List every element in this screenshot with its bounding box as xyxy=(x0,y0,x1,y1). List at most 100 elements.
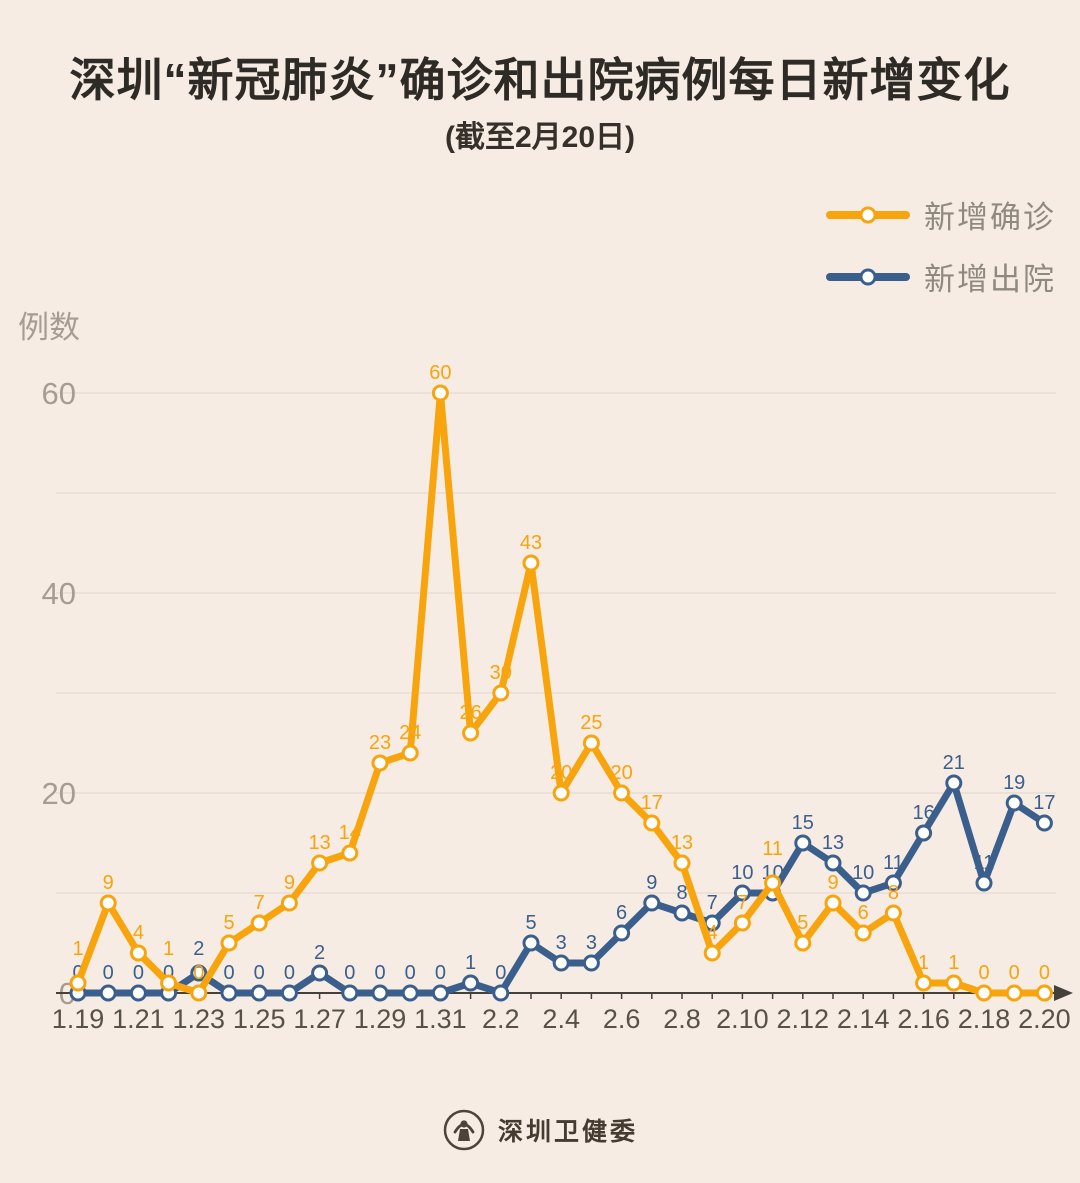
discharged-point-marker xyxy=(462,974,480,992)
discharged-point-marker xyxy=(552,954,570,972)
svg-text:0: 0 xyxy=(1039,962,1050,984)
svg-text:0: 0 xyxy=(193,962,204,984)
svg-text:1.29: 1.29 xyxy=(354,1004,407,1034)
discharged-point-marker xyxy=(613,924,631,942)
svg-text:10: 10 xyxy=(731,862,753,884)
svg-text:19: 19 xyxy=(1003,772,1025,794)
svg-text:8: 8 xyxy=(888,882,899,904)
svg-text:5: 5 xyxy=(525,912,536,934)
svg-text:17: 17 xyxy=(1033,792,1055,814)
confirmed-point-marker xyxy=(190,984,208,1002)
confirmed-point-marker xyxy=(492,684,510,702)
svg-text:9: 9 xyxy=(284,872,295,894)
svg-text:17: 17 xyxy=(641,792,663,814)
svg-text:60: 60 xyxy=(429,362,451,384)
svg-text:30: 30 xyxy=(490,662,512,684)
svg-text:0: 0 xyxy=(374,962,385,984)
confirmed-point-marker xyxy=(431,384,449,402)
svg-text:43: 43 xyxy=(520,532,542,554)
legend-label-confirmed: 新增确诊 xyxy=(924,200,1056,235)
discharged-point-marker xyxy=(129,984,147,1002)
confirmed-point-marker xyxy=(854,924,872,942)
svg-text:2.2: 2.2 xyxy=(482,1004,520,1034)
confirmed-point-marker xyxy=(129,944,147,962)
svg-text:1.31: 1.31 xyxy=(414,1004,467,1034)
confirmed-point-marker xyxy=(1005,984,1023,1002)
svg-text:0: 0 xyxy=(133,962,144,984)
svg-text:5: 5 xyxy=(797,912,808,934)
confirmed-point-marker xyxy=(703,944,721,962)
svg-text:3: 3 xyxy=(556,932,567,954)
svg-text:6: 6 xyxy=(616,902,627,924)
discharged-point-marker xyxy=(401,984,419,1002)
confirmed-point-marker xyxy=(250,914,268,932)
legend: 新增确诊 新增出院 xyxy=(826,192,1056,299)
svg-text:7: 7 xyxy=(737,892,748,914)
svg-text:21: 21 xyxy=(943,752,965,774)
svg-text:10: 10 xyxy=(852,862,874,884)
discharged-point-marker xyxy=(643,894,661,912)
confirmed-point-marker xyxy=(462,724,480,742)
legend-swatch-discharged-icon xyxy=(826,268,910,285)
confirmed-point-marker xyxy=(280,894,298,912)
svg-text:0: 0 xyxy=(978,962,989,984)
svg-text:2.10: 2.10 xyxy=(716,1004,769,1034)
svg-text:4: 4 xyxy=(133,922,144,944)
svg-text:0: 0 xyxy=(405,962,416,984)
svg-text:13: 13 xyxy=(308,832,330,854)
svg-text:11: 11 xyxy=(883,852,904,874)
discharged-point-marker xyxy=(794,834,812,852)
svg-text:1.19: 1.19 xyxy=(52,1004,105,1034)
svg-text:1: 1 xyxy=(72,938,83,960)
confirmed-point-marker xyxy=(613,784,631,802)
discharged-point-marker xyxy=(522,934,540,952)
discharged-point-marker xyxy=(492,984,510,1002)
discharged-point-marker xyxy=(824,854,842,872)
svg-text:4: 4 xyxy=(707,922,718,944)
svg-text:2.8: 2.8 xyxy=(663,1004,701,1034)
svg-text:0: 0 xyxy=(254,962,265,984)
discharged-point-marker xyxy=(582,954,600,972)
svg-text:20: 20 xyxy=(550,762,572,784)
svg-text:2.14: 2.14 xyxy=(837,1004,890,1034)
confirmed-point-marker xyxy=(522,554,540,572)
confirmed-point-marker xyxy=(945,974,963,992)
svg-text:9: 9 xyxy=(103,872,114,894)
svg-text:1.27: 1.27 xyxy=(293,1004,346,1034)
svg-text:14: 14 xyxy=(339,822,361,844)
discharged-point-marker xyxy=(220,984,238,1002)
x-axis-tick-labels: 1.19 1.21 1.23 1.25 1.27 1.29 1.31 2.2 2.4 2.6 2.8… xyxy=(52,1004,1071,1034)
discharged-point-marker xyxy=(431,984,449,1002)
discharged-point-marker xyxy=(371,984,389,1002)
svg-text:40: 40 xyxy=(42,576,76,611)
confirmed-point-marker xyxy=(582,734,600,752)
svg-text:5: 5 xyxy=(223,912,234,934)
confirmed-point-marker xyxy=(69,974,87,992)
svg-text:0: 0 xyxy=(1009,962,1020,984)
discharged-point-marker xyxy=(673,904,691,922)
confirmed-point-marker xyxy=(160,974,178,992)
svg-text:2: 2 xyxy=(193,938,204,960)
svg-text:0: 0 xyxy=(223,962,234,984)
discharged-point-marker xyxy=(1035,814,1053,832)
svg-text:7: 7 xyxy=(707,892,718,914)
svg-text:1: 1 xyxy=(163,938,174,960)
svg-text:11: 11 xyxy=(762,838,783,860)
svg-text:0: 0 xyxy=(72,962,83,984)
svg-text:26: 26 xyxy=(459,702,481,724)
legend-item-confirmed: 新增确诊 xyxy=(826,192,1056,237)
discharged-point-marker xyxy=(190,964,208,982)
svg-text:1: 1 xyxy=(918,952,929,974)
confirmed-point-marker xyxy=(341,844,359,862)
chart-title: 深圳“新冠肺炎”确诊和出院病例每日新增变化 xyxy=(69,54,1011,106)
svg-text:0: 0 xyxy=(103,962,114,984)
svg-text:2.20: 2.20 xyxy=(1018,1004,1071,1034)
svg-text:13: 13 xyxy=(822,832,844,854)
y-axis-title: 例数 xyxy=(18,310,80,345)
svg-text:13: 13 xyxy=(671,832,693,854)
svg-text:0: 0 xyxy=(495,962,506,984)
svg-text:1.21: 1.21 xyxy=(112,1004,165,1034)
